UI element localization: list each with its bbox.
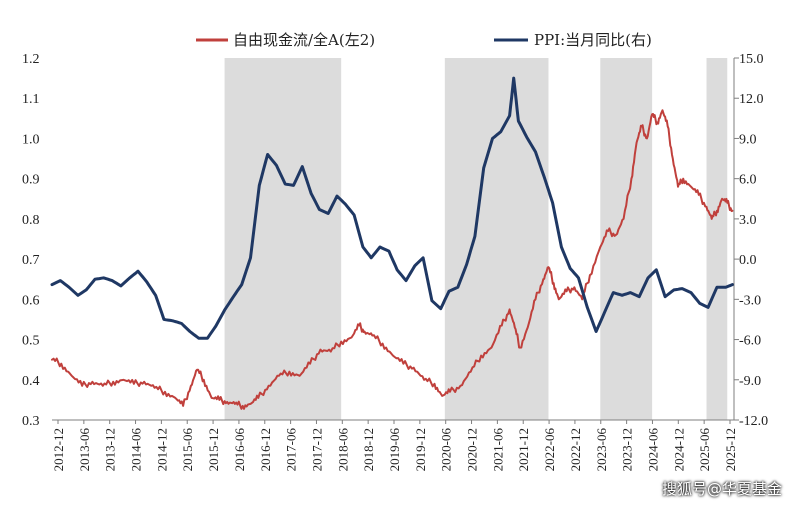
axes: 0.3 0.4 0.5 0.6 0.7 0.8 0.9 1.0 1.1 1.2 -12.0 -9.0 -… bbox=[22, 52, 768, 471]
x-tick-label: 2021-06 bbox=[490, 428, 505, 472]
right-tick-label: -12.0 bbox=[739, 414, 768, 429]
x-tick-label: 2014-12 bbox=[154, 428, 169, 471]
x-tick-label: 2021-12 bbox=[516, 428, 531, 471]
watermark: 搜狐号@华夏基金 bbox=[661, 480, 782, 498]
x-tick-label: 2020-12 bbox=[465, 428, 480, 471]
left-tick-label: 0.6 bbox=[22, 293, 40, 308]
right-tick-label: 3.0 bbox=[739, 213, 757, 228]
left-tick-label: 0.3 bbox=[22, 414, 40, 429]
left-tick-label: 1.1 bbox=[22, 92, 40, 107]
left-tick-label: 1.0 bbox=[22, 132, 40, 147]
shaded-period-3 bbox=[600, 58, 653, 420]
shaded-period-1 bbox=[224, 58, 342, 420]
left-tick-label: 1.2 bbox=[22, 52, 40, 67]
x-tick-label: 2022-12 bbox=[568, 428, 583, 471]
x-tick-label: 2015-12 bbox=[206, 428, 221, 471]
legend: 自由现金流/全A(左2) PPI:当月同比(右) bbox=[196, 31, 652, 49]
right-tick-label: -9.0 bbox=[739, 374, 761, 389]
x-tick-label: 2023-12 bbox=[620, 428, 635, 471]
x-tick-label: 2024-12 bbox=[671, 428, 686, 471]
left-tick-label: 0.5 bbox=[22, 334, 40, 349]
right-tick-label: -6.0 bbox=[739, 334, 761, 349]
x-tick-label: 2023-06 bbox=[594, 428, 609, 472]
left-tick-label: 0.9 bbox=[22, 173, 40, 188]
legend-label-ppi: PPI:当月同比(右) bbox=[534, 31, 652, 49]
shaded-period-4 bbox=[706, 58, 728, 420]
x-tick-label: 2014-06 bbox=[129, 428, 144, 472]
x-tick-label: 2018-12 bbox=[361, 428, 376, 471]
series-line-fcf bbox=[51, 109, 734, 410]
series-line-ppi bbox=[50, 76, 734, 340]
x-tick-label: 2013-06 bbox=[77, 428, 92, 472]
legend-label-fcf: 自由现金流/全A(左2) bbox=[233, 31, 375, 49]
x-tick-label: 2016-06 bbox=[232, 428, 247, 472]
right-tick-label: 9.0 bbox=[739, 132, 757, 147]
x-tick-label: 2017-06 bbox=[284, 428, 299, 472]
x-tick-label: 2025-12 bbox=[723, 428, 738, 471]
x-tick-label: 2025-06 bbox=[697, 428, 712, 472]
right-tick-label: 15.0 bbox=[739, 52, 764, 67]
left-tick-label: 0.8 bbox=[22, 213, 40, 228]
x-tick-label: 2015-06 bbox=[180, 428, 195, 472]
shaded-period-2 bbox=[444, 58, 549, 420]
right-tick-label: 0.0 bbox=[739, 253, 757, 268]
x-tick-label: 2013-12 bbox=[103, 428, 118, 471]
x-tick-label: 2020-06 bbox=[439, 428, 454, 472]
series-lines bbox=[50, 76, 734, 410]
x-tick-label: 2024-06 bbox=[645, 428, 660, 472]
left-tick-label: 0.4 bbox=[22, 374, 40, 389]
x-tick-label: 2019-12 bbox=[413, 428, 428, 471]
shaded-periods bbox=[224, 58, 728, 420]
right-tick-label: -3.0 bbox=[739, 293, 761, 308]
x-tick-label: 2012-12 bbox=[51, 428, 66, 471]
x-tick-label: 2017-12 bbox=[309, 428, 324, 471]
left-tick-label: 0.7 bbox=[22, 253, 40, 268]
x-tick-label: 2019-06 bbox=[387, 428, 402, 472]
right-tick-label: 6.0 bbox=[739, 173, 757, 188]
right-tick-label: 12.0 bbox=[739, 92, 764, 107]
x-tick-label: 2016-12 bbox=[258, 428, 273, 471]
x-tick-label: 2022-06 bbox=[542, 428, 557, 472]
x-tick-label: 2018-06 bbox=[335, 428, 350, 472]
